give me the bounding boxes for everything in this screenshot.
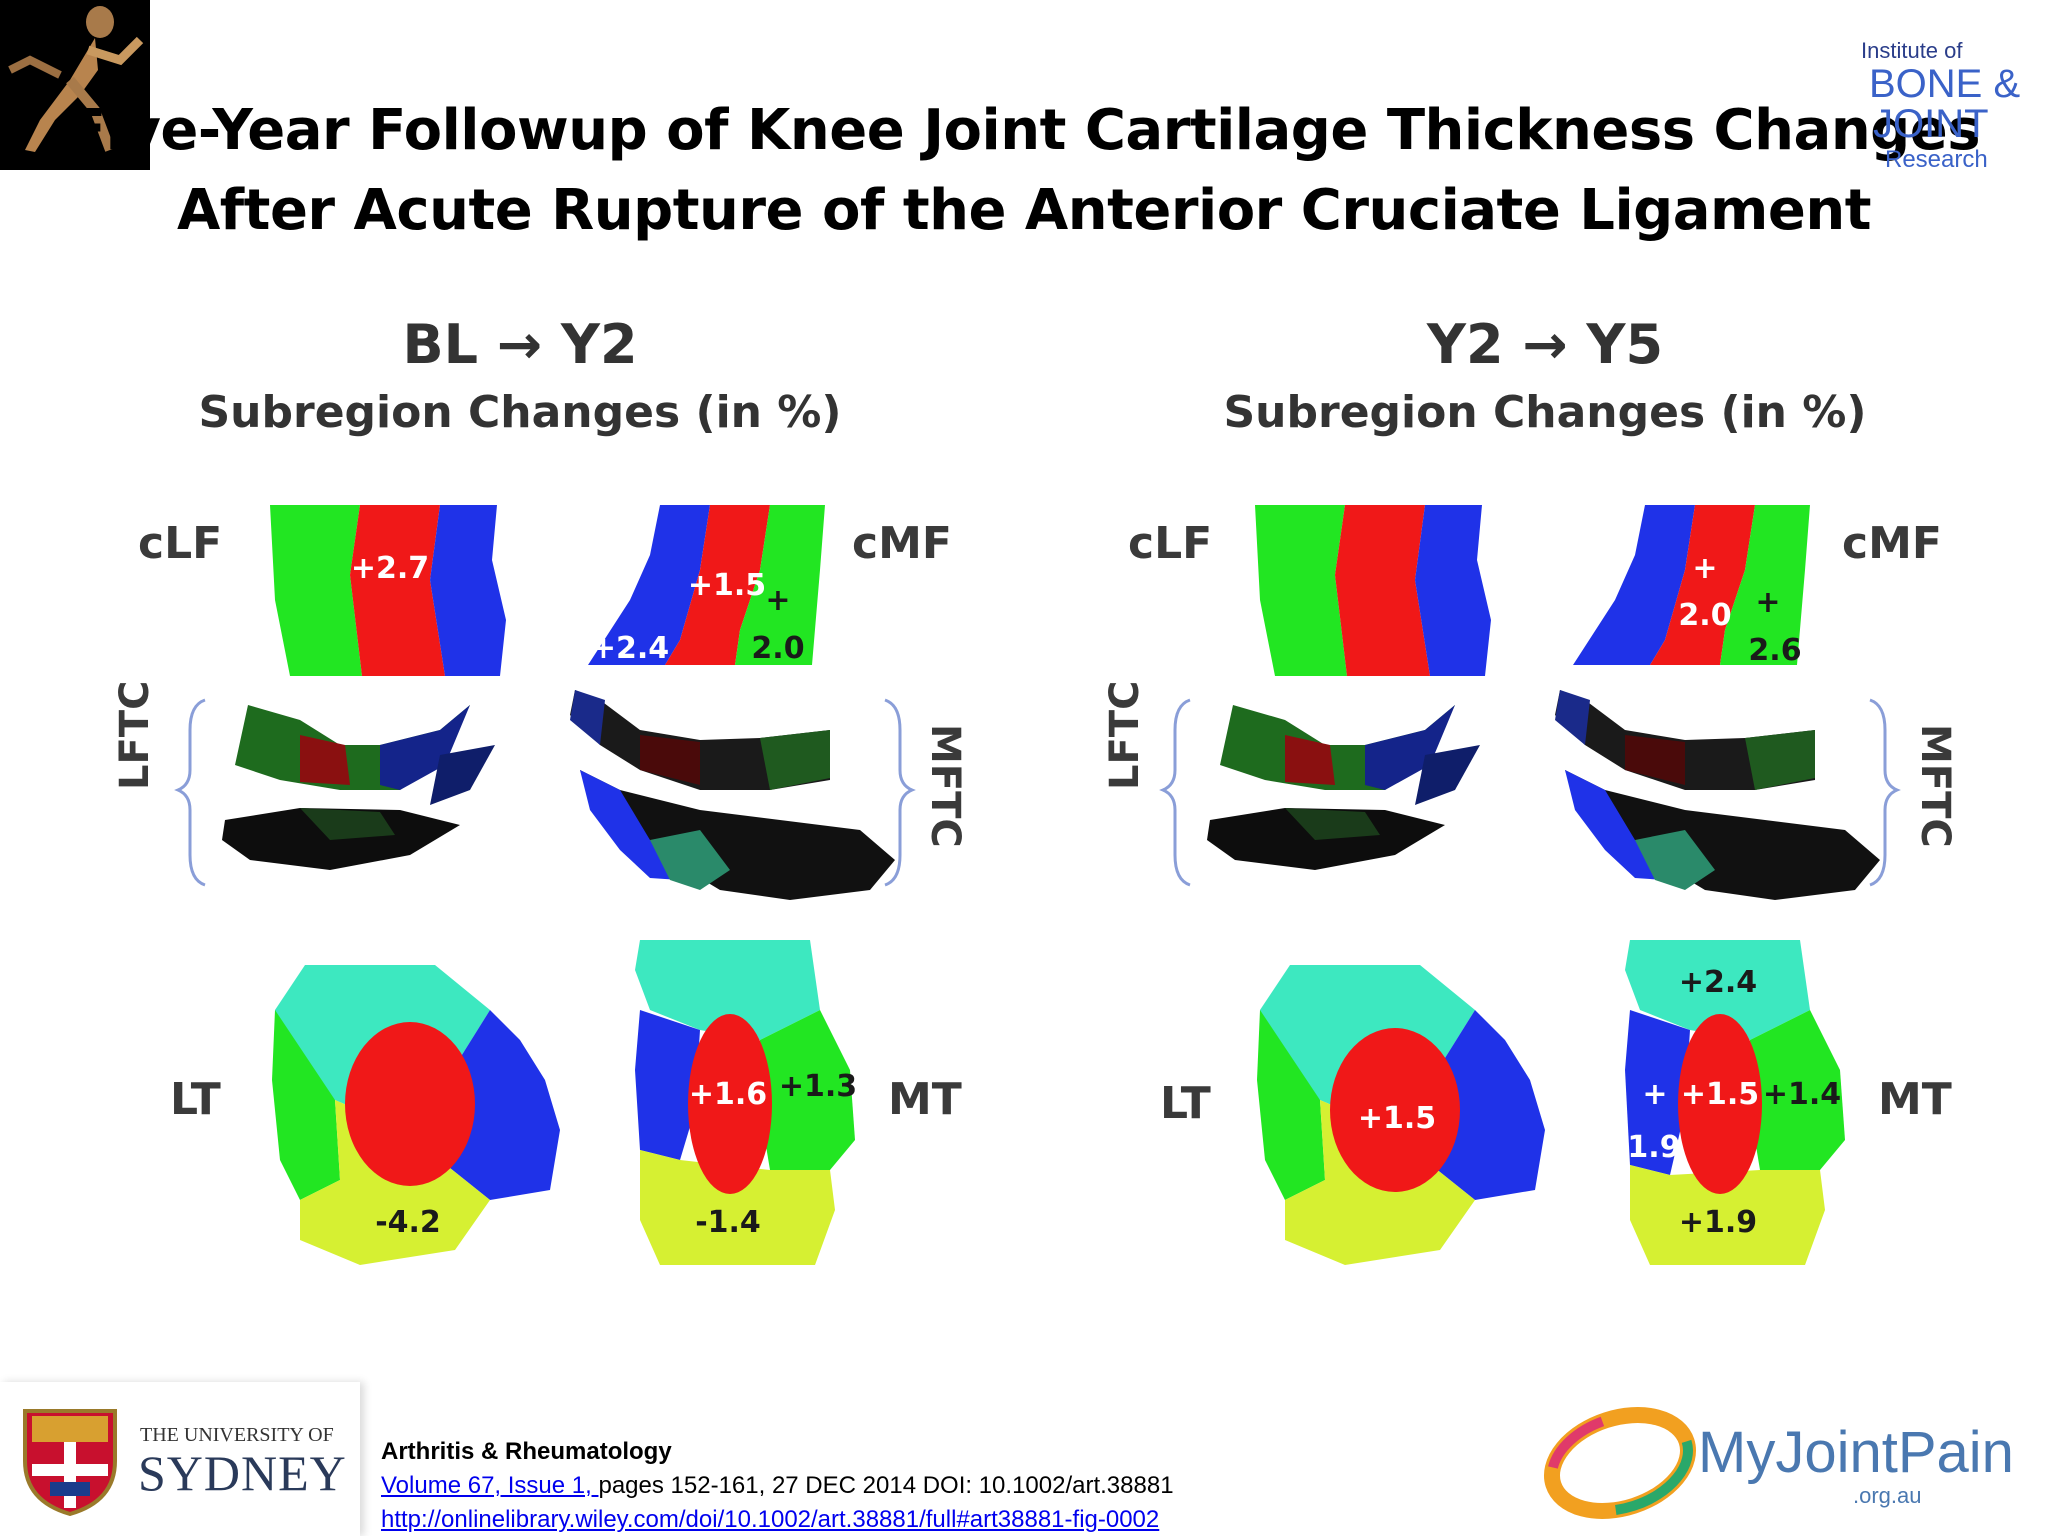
panel1-value-mt-right: +1.3 [779,1069,857,1104]
ibjr-logo: Institute of BONE & JOINT Research [1855,20,2035,220]
panel2-diagram: + 2.0 + 2.6 +2.4 +1.5 + 1.9 +1.5 +1.4 +1… [1159,505,1901,1265]
panel2-cmf-patch [1573,505,1810,665]
panel1-header: BL → Y2 Subregion Changes (in %) [160,310,880,446]
panel2-mt-patch [1625,940,1845,1265]
myjointpain-text: MyJointPain [1698,1420,2014,1485]
volume-link[interactable]: Volume 67, Issue 1, [381,1472,599,1499]
ibjr-logo-line2: BONE & [1869,62,2021,106]
panel2-title: Y2 → Y5 [1426,313,1664,376]
panel2-value-mt-left: 1.9 [1627,1130,1680,1165]
panel1-label-lt: LT [170,1074,221,1125]
ibjr-logo-line1: Institute of [1861,38,1963,63]
slide-title-line2: After Acute Rupture of the Anterior Cruc… [176,178,1872,243]
panel1-cmf-patch [588,505,825,665]
panel1-label-cmf: cMF [852,518,952,569]
panel2-label-cmf: cMF [1842,518,1942,569]
panel2-label-lt: LT [1160,1078,1211,1129]
panel2-value-mt-top: +2.4 [1679,965,1757,1000]
panel2-value-mt-center: +1.5 [1681,1077,1759,1112]
panel1-value-cmf-right: 2.0 [751,631,804,666]
panel1-value-lt-bottom: -4.2 [375,1205,441,1240]
citation-line: Volume 67, Issue 1, pages 152-161, 27 DE… [381,1472,1174,1500]
ibjr-logo-line4: Research [1885,146,1988,173]
panel1-value-cmf-mid: +1.5 [688,568,766,603]
panel1-value-cmf-plus: + [765,583,790,618]
panel2-value-cmf-right: 2.6 [1748,633,1801,668]
panel2-value-mt-plus: + [1642,1077,1667,1112]
article-url-line: http://onlinelibrary.wiley.com/doi/10.10… [381,1506,1159,1534]
panel2-label-mt: MT [1878,1074,1952,1125]
panel2-lftc-bracket [1159,698,1191,887]
panel1-subtitle: Subregion Changes (in %) [198,387,842,438]
panel1-mftc-3d [570,690,895,900]
panel2-mftc-bracket [1869,698,1901,887]
panel2-mftc-3d [1555,690,1880,900]
panel1-lftc-bracket [174,698,206,887]
panel2-clf-patch [1255,505,1491,676]
panel1-label-clf: cLF [138,518,223,569]
slide-title-line1: Five-Year Followup of Knee Joint Cartila… [67,98,1981,163]
ibjr-logo-line3: JOINT [1873,102,1989,146]
journal-name: Arthritis & Rheumatology [381,1438,672,1465]
panel2-lt-patch [1257,965,1545,1265]
panel1-mftc-bracket [884,698,916,887]
myjointpain-ring-icon [1543,1407,1697,1519]
panel2-header: Y2 → Y5 Subregion Changes (in %) [1185,310,1905,446]
university-big-text: SYDNEY [138,1445,347,1501]
panel1-value-mt-bottom: -1.4 [695,1205,761,1240]
panel1-title: BL → Y2 [402,313,638,376]
panel1-value-clf-mid: +2.7 [351,551,429,586]
panel2-value-lt-center: +1.5 [1358,1101,1436,1136]
panel2-value-cmf-plus2: + [1755,585,1780,620]
myjointpain-suffix: .org.au [1853,1483,1922,1508]
panel1-label-mt: MT [888,1074,962,1125]
panel1-lt-patch [272,965,560,1265]
panel1-lftc-3d [222,705,495,870]
panel1-value-mt-center: +1.6 [689,1077,767,1112]
panel2-value-cmf-plus1: + [1692,551,1717,586]
panel2-label-clf: cLF [1128,518,1213,569]
panel2-subtitle: Subregion Changes (in %) [1223,387,1867,438]
panel2-value-cmf-mid: 2.0 [1678,598,1731,633]
panel1-diagram: +2.7 +1.5 + +2.4 2.0 +1.6 +1.3 -4.2 -1.4 [174,505,916,1265]
citation-text: pages 152-161, 27 DEC 2014 DOI: 10.1002/… [598,1472,1174,1499]
anatomy-figure-image [0,0,150,170]
panel2-lftc-3d [1207,705,1480,870]
myjointpain-logo: MyJointPain .org.au [1535,1395,2035,1525]
panel2-value-mt-bottom: +1.9 [1679,1205,1757,1240]
article-url-link[interactable]: http://onlinelibrary.wiley.com/doi/10.10… [381,1506,1160,1533]
panel1-value-cmf-left: +2.4 [591,631,669,666]
panel1-mt-patch [635,940,855,1265]
panel2-value-mt-right: +1.4 [1763,1077,1841,1112]
university-small-text: THE UNIVERSITY OF [140,1424,334,1446]
university-of-sydney-logo: THE UNIVERSITY OF SYDNEY [0,1382,360,1536]
panel1-clf-patch [270,505,506,676]
sydney-crest-icon [23,1409,117,1516]
